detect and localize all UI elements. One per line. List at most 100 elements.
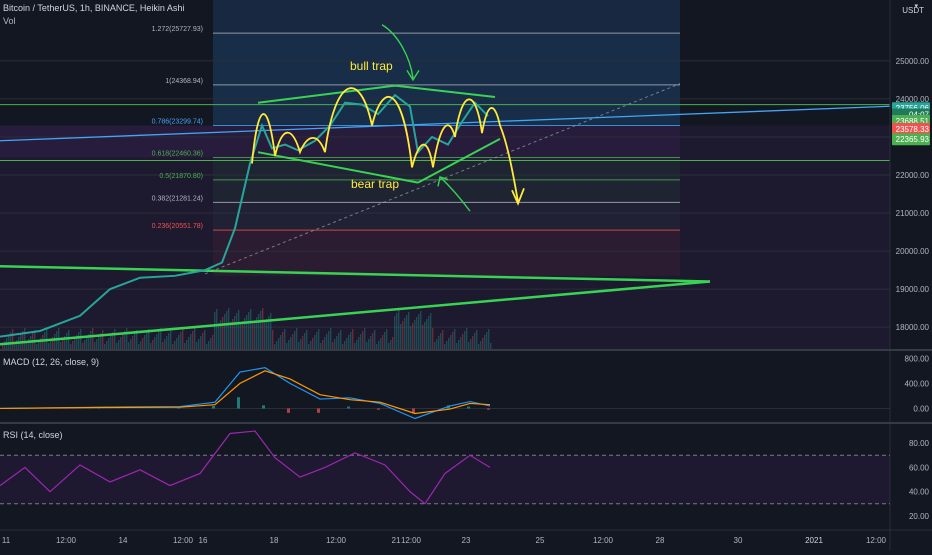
macd-histogram-bar	[487, 408, 490, 409]
volume-bar	[278, 338, 279, 350]
volume-bar	[440, 333, 441, 350]
rsi-tick-label: 40.00	[909, 488, 930, 497]
time-tick-label: 25	[536, 536, 545, 545]
volume-bar	[106, 341, 107, 350]
volume-bar	[388, 343, 389, 350]
volume-bar	[412, 323, 413, 350]
volume-bar	[198, 339, 199, 350]
price-tick-label: 19000.00	[896, 285, 930, 294]
volume-bar	[240, 324, 241, 350]
volume-bar	[16, 340, 17, 350]
volume-bar	[380, 338, 381, 350]
volume-bar	[226, 311, 227, 350]
time-tick-label: 12:00	[56, 536, 77, 545]
volume-bar	[442, 330, 443, 350]
macd-histogram-bar	[262, 405, 265, 408]
volume-bar	[202, 333, 203, 350]
volume-bar	[254, 320, 255, 350]
volume-bar	[120, 337, 121, 350]
fib-level-label: 0.786(23299.74)	[152, 119, 203, 126]
volume-bar	[164, 339, 165, 350]
volume-bar	[332, 342, 333, 350]
volume-bar	[284, 329, 285, 350]
volume-bar	[346, 338, 347, 350]
volume-bar	[214, 312, 215, 350]
macd-histogram-bar	[467, 407, 470, 409]
volume-bar	[386, 329, 387, 350]
time-tick-label: 12:00	[401, 536, 422, 545]
volume-bar	[372, 333, 373, 350]
volume-bar	[416, 317, 417, 350]
volume-bar	[184, 343, 185, 350]
volume-bar	[126, 328, 127, 350]
volume-bar	[130, 339, 131, 350]
volume-bar	[432, 328, 433, 350]
volume-bar	[464, 331, 465, 350]
volume-bar	[248, 312, 249, 350]
volume-bar	[318, 329, 319, 350]
volume-bar	[482, 338, 483, 350]
volume-bar	[486, 332, 487, 350]
volume-bar	[396, 313, 397, 350]
volume-bar	[310, 341, 311, 350]
volume-bar	[102, 330, 103, 350]
volume-bar	[264, 322, 265, 350]
volume-bar	[150, 343, 151, 350]
volume-bar	[60, 342, 61, 350]
macd-histogram-bar	[177, 408, 180, 409]
volume-bar	[122, 334, 123, 350]
volume-bar	[392, 337, 393, 350]
volume-bar	[360, 334, 361, 350]
volume-bar	[338, 333, 339, 350]
volume-bar	[258, 314, 259, 350]
volume-bar	[168, 333, 169, 350]
volume-bar	[488, 329, 489, 350]
volume-bar	[400, 324, 401, 350]
volume-bar	[378, 341, 379, 350]
volume-bar	[336, 336, 337, 350]
volume-bar	[484, 335, 485, 350]
volume-bar	[66, 333, 67, 350]
volume-bar	[436, 339, 437, 350]
volume-bar	[474, 333, 475, 350]
volume-bar	[294, 331, 295, 350]
volume-bar	[398, 310, 399, 350]
volume-bar	[272, 330, 273, 350]
volume-bar	[90, 331, 91, 350]
fib-level-label: 0.618(22460.36)	[152, 151, 203, 158]
volume-bar	[304, 333, 305, 350]
volume-bar	[430, 313, 431, 350]
volume-bar	[170, 330, 171, 350]
volume-bar	[24, 328, 25, 350]
volume-bar	[162, 342, 163, 350]
macd-tick-label: 800.00	[905, 354, 930, 363]
macd-histogram-bar	[377, 408, 380, 409]
time-tick-label: 12:00	[866, 536, 887, 545]
volume-bar	[260, 311, 261, 350]
volume-bar	[460, 337, 461, 350]
volume-bar	[480, 341, 481, 350]
volume-label: Vol	[3, 16, 16, 26]
volume-bar	[108, 338, 109, 350]
time-tick-label: 12:00	[173, 536, 194, 545]
volume-bar	[194, 328, 195, 350]
volume-bar	[48, 343, 49, 350]
volume-bar	[50, 340, 51, 350]
macd-histogram-bar	[237, 397, 240, 408]
volume-bar	[384, 332, 385, 350]
volume-bar	[212, 335, 213, 350]
volume-bar	[428, 316, 429, 350]
volume-bar	[316, 332, 317, 350]
fib-level-label: 0.382(21281.24)	[152, 195, 203, 202]
volume-bar	[330, 328, 331, 350]
volume-bar	[146, 332, 147, 350]
volume-bar	[154, 337, 155, 350]
volume-bar	[156, 334, 157, 350]
macd-histogram-bar	[212, 406, 215, 409]
volume-bar	[420, 311, 421, 350]
currency-dropdown-icon[interactable]: ▾	[914, 2, 918, 10]
volume-bar	[82, 343, 83, 350]
price-tick-label: 21000.00	[896, 209, 930, 218]
